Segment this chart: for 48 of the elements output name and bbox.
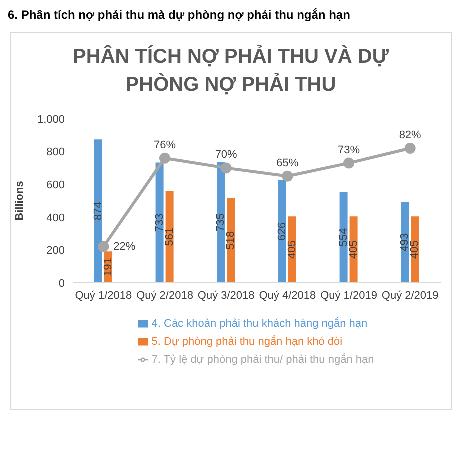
legend-label: 4. Các khoản phải thu khách hàng ngắn hạn: [152, 318, 368, 330]
data-label: 405: [409, 240, 422, 259]
y-tick-label: 600: [46, 180, 65, 192]
y-axis-title: Billions: [14, 181, 26, 221]
x-tick-label: Quý 4/2018: [259, 290, 316, 302]
point: [282, 170, 294, 182]
bar: [278, 180, 286, 283]
text: 6. Phân tích nợ phải thu mà dự phòng nợ phải thu ngắn hạn: [8, 8, 352, 22]
point: [404, 143, 416, 154]
y-tick-label: 0: [58, 278, 65, 290]
point: [344, 158, 354, 169]
data-label: 22%: [114, 240, 136, 253]
data-label: 405: [348, 240, 360, 259]
data-label: 735: [215, 214, 228, 232]
data-label: 561: [164, 228, 176, 246]
bar: [94, 140, 102, 283]
x-tick-label: Quý 2/2018: [136, 290, 194, 302]
bar: [156, 162, 164, 283]
data-label: 65%: [276, 157, 299, 170]
data-label: 518: [225, 231, 238, 250]
data-label: 76%: [154, 139, 176, 152]
data-label: 82%: [399, 130, 422, 142]
data-label: 554: [338, 228, 350, 247]
data-label: 493: [399, 233, 412, 252]
legend-label: 5. Dự phòng phải thu ngắn hạn khó đòi: [152, 336, 343, 348]
point: [160, 152, 170, 164]
data-label: 73%: [338, 144, 360, 156]
data-label: 733: [154, 214, 166, 232]
x-tick-label: Quý 2/2019: [382, 290, 439, 302]
x-tick-label: Quý 3/2018: [198, 290, 255, 302]
y-tick-label: 200: [46, 245, 65, 258]
chart-title: PHÂN TÍCH NỢ PHẢI THU VÀ DỰ PHÒNG NỢ PHẢI THU: [72, 44, 390, 98]
legend-label: 7. Tỷ lệ dự phòng phải thu/ phải thu ngắn hạn: [152, 354, 374, 366]
y-tick-label: 1,000: [37, 114, 65, 126]
data-label: 405: [286, 240, 298, 259]
point: [98, 241, 110, 252]
bar: [227, 198, 236, 283]
point: [220, 162, 232, 174]
y-tick-label: 800: [46, 146, 65, 159]
y-tick-label: 400: [46, 212, 65, 224]
data-label: 191: [102, 258, 114, 277]
data-label: 626: [276, 222, 288, 241]
bar: [340, 192, 348, 283]
x-tick-label: Quý 1/2019: [320, 290, 378, 302]
data-label: 874: [92, 202, 104, 221]
data-label: 70%: [215, 149, 238, 162]
x-tick-label: Quý 1/2018: [75, 290, 132, 302]
bar: [166, 190, 174, 283]
